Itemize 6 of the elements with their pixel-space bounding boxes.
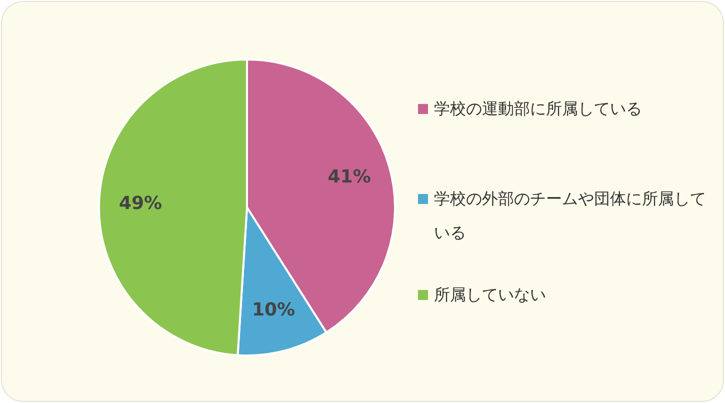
legend-label: 学校の外部のチームや団体に所属している	[434, 188, 706, 244]
data-label: 10%	[252, 299, 296, 320]
legend-label: 学校の運動部に所属している	[434, 98, 643, 120]
data-label: 49%	[118, 192, 162, 214]
data-label: 41%	[328, 166, 371, 188]
legend-label: 所属していない	[434, 284, 547, 306]
